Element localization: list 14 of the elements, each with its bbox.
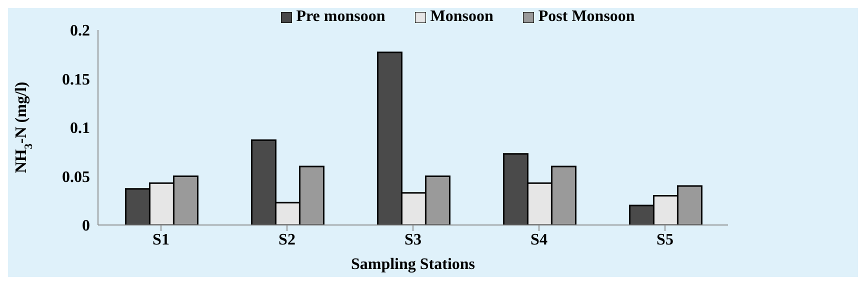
y-tick-label: 0 bbox=[82, 218, 90, 235]
x-tick-label: S3 bbox=[404, 231, 422, 248]
y-tick-label: 0.15 bbox=[62, 71, 90, 88]
x-tick-label: S5 bbox=[656, 231, 674, 248]
y-tick-label: 0.1 bbox=[70, 120, 90, 138]
x-axis-title: Sampling Stations bbox=[350, 256, 476, 273]
x-tick-label: S4 bbox=[530, 231, 548, 248]
legend-label: Monsoon bbox=[430, 8, 494, 26]
x-tick-label: S1 bbox=[152, 231, 170, 248]
x-tick-label: S2 bbox=[278, 231, 296, 248]
y-tick-label: 0.2 bbox=[70, 22, 90, 40]
y-tick-label: 0.05 bbox=[62, 168, 90, 186]
legend-label: Post Monsoon bbox=[538, 8, 635, 26]
legend-label: Pre monsoon bbox=[296, 8, 386, 26]
